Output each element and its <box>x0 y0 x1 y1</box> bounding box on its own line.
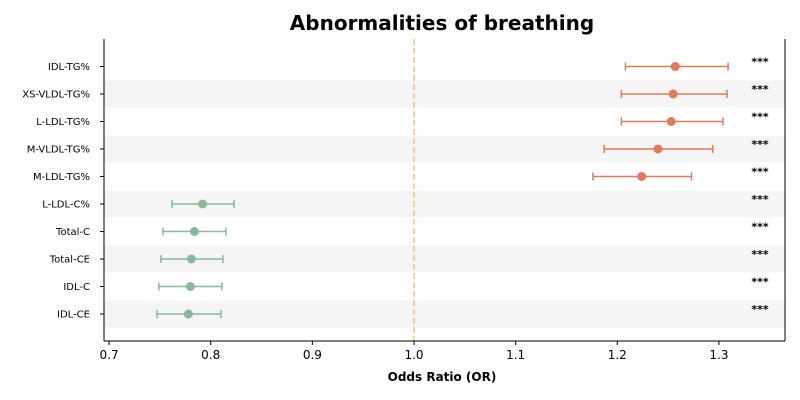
significance-label: *** <box>751 221 769 234</box>
x-tick-label: 1.2 <box>608 348 627 362</box>
or-point <box>185 282 195 291</box>
y-tick-label: M-VLDL-TG% <box>27 145 90 156</box>
y-tick-label: Total-CE <box>49 255 90 266</box>
x-tick-label: 0.9 <box>303 348 322 362</box>
data-row: M-VLDL-TG% *** <box>27 138 769 156</box>
or-point <box>189 227 199 236</box>
significance-label: *** <box>751 56 769 69</box>
axes <box>103 39 786 342</box>
significance-label: *** <box>751 166 769 179</box>
y-tick-label: L-LDL-C% <box>42 200 90 211</box>
x-tick-label: 0.8 <box>201 348 220 362</box>
x-tick-label: 1.3 <box>709 348 728 362</box>
data-row: L-LDL-C% *** <box>42 193 769 211</box>
data-row: L-LDL-TG% *** <box>36 111 769 129</box>
data-row: IDL-CE *** <box>57 303 769 321</box>
data-row: Total-C *** <box>55 221 769 239</box>
or-point <box>637 172 647 181</box>
chart-title: Abnormalities of breathing <box>290 11 594 35</box>
data-row: M-LDL-TG% *** <box>33 166 769 184</box>
significance-label: *** <box>751 193 769 206</box>
y-tick-label: L-LDL-TG% <box>36 117 90 128</box>
or-point <box>668 89 678 99</box>
y-tick-label: IDL-TG% <box>48 62 90 73</box>
or-point <box>198 199 208 209</box>
y-tick-label: XS-VLDL-TG% <box>22 90 90 101</box>
or-point <box>653 144 663 154</box>
data-rows: IDL-TG% ***XS-VLDL-TG% ***L-LDL-TG% ***M-VL… <box>22 56 769 321</box>
y-tick-label: IDL-C <box>63 282 90 293</box>
significance-label: *** <box>751 248 769 261</box>
data-row: Total-CE *** <box>49 248 769 266</box>
x-tick-label: 1.1 <box>506 348 525 362</box>
data-row: XS-VLDL-TG% *** <box>22 83 769 101</box>
data-row: IDL-TG% *** <box>48 56 769 74</box>
significance-label: *** <box>751 111 769 124</box>
y-tick-label: M-LDL-TG% <box>33 172 90 183</box>
or-point <box>186 254 196 264</box>
significance-label: *** <box>751 83 769 96</box>
significance-label: *** <box>751 138 769 151</box>
x-tick-label: 1.0 <box>404 348 423 362</box>
data-row: IDL-C *** <box>63 276 769 294</box>
significance-label: *** <box>751 276 769 289</box>
significance-label: *** <box>751 303 769 316</box>
or-point <box>666 117 676 126</box>
x-axis-label: Odds Ratio (OR) <box>388 370 497 384</box>
x-axis-ticks: 0.7 0.8 0.9 1.0 1.1 1.2 1.3 <box>100 341 728 362</box>
or-point <box>670 62 680 71</box>
y-tick-label: IDL-CE <box>57 310 90 321</box>
y-tick-label: Total-C <box>55 227 90 238</box>
x-tick-label: 0.7 <box>100 348 119 362</box>
or-point <box>183 309 193 319</box>
